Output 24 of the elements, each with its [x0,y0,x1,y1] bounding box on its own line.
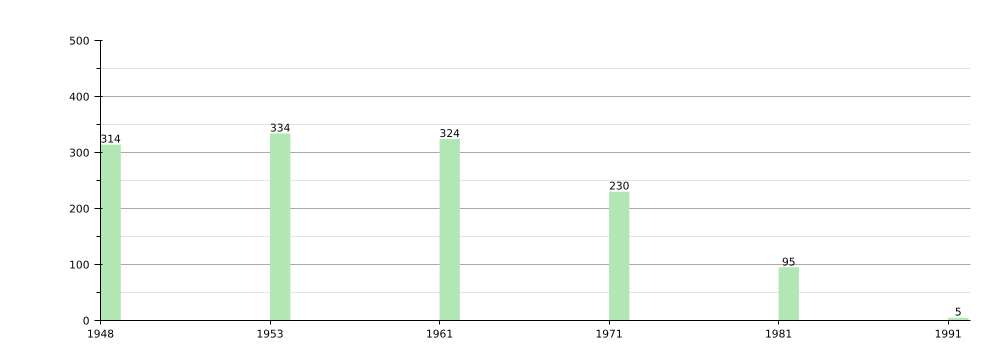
bar [948,318,968,320]
y-tick-label: 0 [82,314,90,328]
x-tick-label: 1961 [426,328,454,340]
data-label: 324 [440,127,460,140]
y-tick-label: 100 [69,258,90,272]
x-tick-label: 1981 [765,328,792,340]
bar [100,144,121,320]
data-label: 95 [782,255,796,268]
data-label: 314 [100,132,122,146]
x-tick-label: 1953 [256,328,284,340]
data-label: 334 [270,121,291,134]
x-tick-label: 1971 [596,328,623,340]
y-tick-label: 200 [69,202,90,216]
y-tick-label: 400 [69,90,90,104]
bar [440,139,460,320]
bar [778,267,799,320]
bar [609,192,630,320]
x-tick-label: 1948 [86,328,114,340]
data-label: 5 [954,306,962,319]
y-tick-label: 300 [69,146,90,160]
y-tick-label: 500 [69,34,90,48]
data-label: 230 [609,180,630,193]
bar [270,133,290,320]
x-tick-label: 1991 [934,328,962,340]
